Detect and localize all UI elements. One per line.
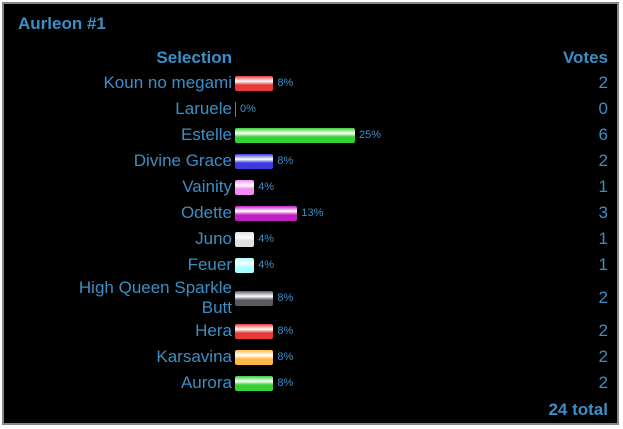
vote-bar bbox=[235, 231, 255, 247]
poll-row: Aurora 8% 2 bbox=[4, 370, 617, 396]
percent-label: 0% bbox=[240, 103, 256, 115]
total: 24 total bbox=[548, 400, 608, 419]
option-label: Divine Grace bbox=[133, 151, 232, 170]
option-label: Koun no megami bbox=[103, 73, 232, 92]
poll-row: Laruele 0% 0 bbox=[4, 96, 617, 122]
percent-label: 4% bbox=[258, 233, 275, 245]
vote-count: 1 bbox=[598, 229, 608, 248]
vote-count: 2 bbox=[598, 288, 608, 307]
percent-label: 8% bbox=[277, 377, 294, 389]
percent-label: 8% bbox=[277, 325, 294, 337]
poll-row: Divine Grace 8% 2 bbox=[4, 148, 617, 174]
poll-row: Juno 4% 1 bbox=[4, 226, 617, 252]
bar-area: 4% bbox=[235, 231, 617, 247]
vote-bar bbox=[235, 323, 274, 339]
rows: Koun no megami 8% 2 Laruele 0% 0 Estelle 25% 6 Di… bbox=[4, 70, 617, 396]
vote-count: 3 bbox=[598, 203, 608, 222]
bar-area: 8% bbox=[235, 375, 617, 391]
poll-row: Estelle 25% 6 bbox=[4, 122, 617, 148]
option-label: Karsavina bbox=[156, 347, 232, 366]
vote-count: 1 bbox=[598, 177, 608, 196]
percent-label: 8% bbox=[277, 77, 294, 89]
poll-panel: Aurleon #1 Selection Votes Koun no megam… bbox=[2, 2, 619, 425]
vote-bar bbox=[235, 375, 274, 391]
option-label: Odette bbox=[180, 203, 232, 222]
bar-area: 8% bbox=[235, 323, 617, 339]
bar-area: 4% bbox=[235, 257, 617, 273]
bar-area: 0% bbox=[235, 101, 617, 117]
percent-label: 8% bbox=[277, 351, 294, 363]
option-label: Juno bbox=[195, 229, 232, 248]
vote-bar bbox=[235, 290, 274, 306]
bar-area: 8% bbox=[235, 349, 617, 365]
vote-count: 2 bbox=[598, 321, 608, 340]
poll-row: High Queen Sparkle Butt 8% 2 bbox=[4, 278, 617, 318]
vote-bar bbox=[235, 153, 274, 169]
option-label: Estelle bbox=[180, 125, 232, 144]
votes-header: Votes bbox=[562, 48, 608, 67]
percent-label: 4% bbox=[258, 181, 275, 193]
bar-area: 4% bbox=[235, 179, 617, 195]
percent-label: 25% bbox=[359, 129, 382, 141]
bar-area: 8% bbox=[235, 290, 617, 306]
vote-bar bbox=[235, 179, 255, 195]
vote-count: 2 bbox=[598, 347, 608, 366]
vote-bar bbox=[235, 127, 355, 143]
vote-count: 6 bbox=[598, 125, 608, 144]
option-label: High Queen Sparkle Butt bbox=[78, 278, 232, 317]
poll-row: Feuer 4% 1 bbox=[4, 252, 617, 278]
bar-area: 8% bbox=[235, 75, 617, 91]
header: Selection Votes bbox=[4, 48, 617, 72]
percent-label: 13% bbox=[301, 207, 324, 219]
option-label: Hera bbox=[195, 321, 232, 340]
percent-label: 4% bbox=[258, 259, 275, 271]
poll-row: Hera 8% 2 bbox=[4, 318, 617, 344]
poll-title: Aurleon #1 bbox=[18, 14, 106, 33]
vote-bar bbox=[235, 257, 255, 273]
vote-count: 1 bbox=[598, 255, 608, 274]
bar-area: 8% bbox=[235, 153, 617, 169]
percent-label: 8% bbox=[277, 292, 294, 304]
bar-area: 13% bbox=[235, 205, 617, 221]
vote-count: 2 bbox=[598, 151, 608, 170]
option-label: Feuer bbox=[187, 255, 232, 274]
poll-row: Karsavina 8% 2 bbox=[4, 344, 617, 370]
option-label: Aurora bbox=[180, 373, 232, 392]
vote-bar bbox=[235, 205, 298, 221]
poll-row: Odette 13% 3 bbox=[4, 200, 617, 226]
option-label: Laruele bbox=[175, 99, 232, 118]
vote-count: 2 bbox=[598, 373, 608, 392]
vote-count: 2 bbox=[598, 73, 608, 92]
option-label: Vainity bbox=[182, 177, 232, 196]
vote-bar bbox=[235, 101, 236, 117]
selection-header: Selection bbox=[156, 48, 232, 67]
bar-area: 25% bbox=[235, 127, 617, 143]
vote-bar bbox=[235, 349, 274, 365]
percent-label: 8% bbox=[277, 155, 294, 167]
vote-count: 0 bbox=[598, 99, 608, 118]
vote-bar bbox=[235, 75, 274, 91]
poll-row: Vainity 4% 1 bbox=[4, 174, 617, 200]
poll-row: Koun no megami 8% 2 bbox=[4, 70, 617, 96]
